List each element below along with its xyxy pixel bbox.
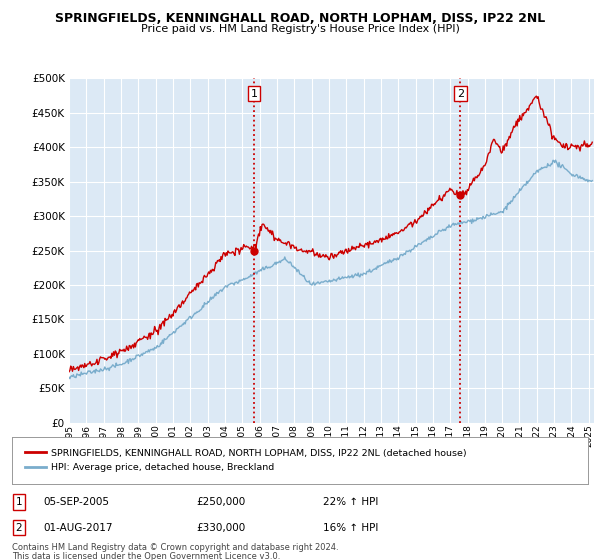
- Text: 2: 2: [16, 522, 22, 533]
- Text: Price paid vs. HM Land Registry's House Price Index (HPI): Price paid vs. HM Land Registry's House …: [140, 24, 460, 34]
- Text: This data is licensed under the Open Government Licence v3.0.: This data is licensed under the Open Gov…: [12, 552, 280, 560]
- Legend: SPRINGFIELDS, KENNINGHALL ROAD, NORTH LOPHAM, DISS, IP22 2NL (detached house), H: SPRINGFIELDS, KENNINGHALL ROAD, NORTH LO…: [22, 446, 469, 475]
- Text: 22% ↑ HPI: 22% ↑ HPI: [323, 497, 379, 507]
- Text: 16% ↑ HPI: 16% ↑ HPI: [323, 522, 379, 533]
- Text: £330,000: £330,000: [196, 522, 245, 533]
- Text: 1: 1: [250, 88, 257, 99]
- Text: 01-AUG-2017: 01-AUG-2017: [44, 522, 113, 533]
- Text: 05-SEP-2005: 05-SEP-2005: [44, 497, 110, 507]
- Text: Contains HM Land Registry data © Crown copyright and database right 2024.: Contains HM Land Registry data © Crown c…: [12, 543, 338, 552]
- Text: SPRINGFIELDS, KENNINGHALL ROAD, NORTH LOPHAM, DISS, IP22 2NL: SPRINGFIELDS, KENNINGHALL ROAD, NORTH LO…: [55, 12, 545, 25]
- Text: £250,000: £250,000: [196, 497, 245, 507]
- Text: 1: 1: [16, 497, 22, 507]
- Text: 2: 2: [457, 88, 464, 99]
